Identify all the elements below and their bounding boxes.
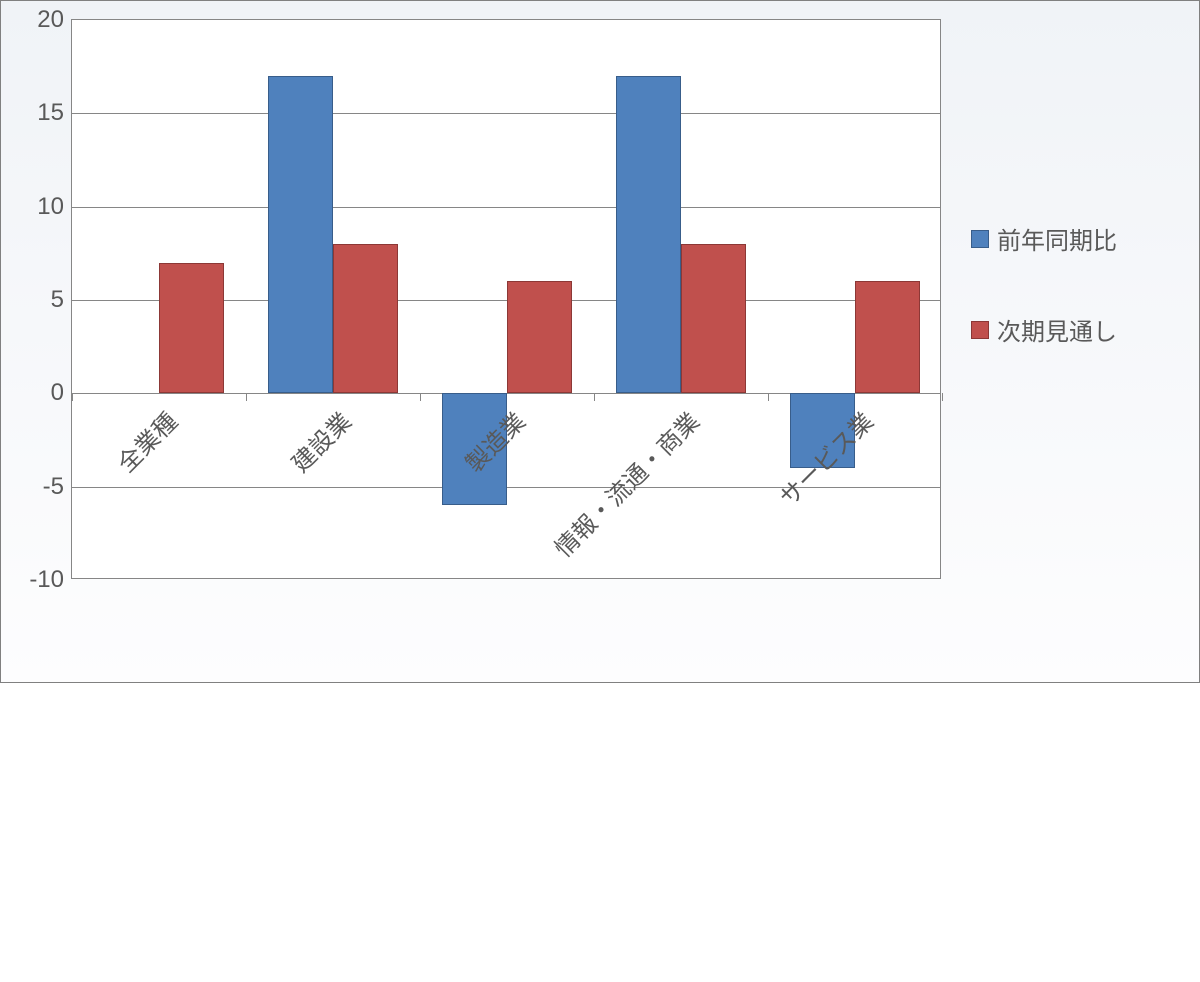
legend-label: 前年同期比 <box>997 221 1117 256</box>
y-tick-label: 20 <box>37 6 64 34</box>
x-tick <box>420 393 421 401</box>
bar <box>616 76 681 393</box>
y-tick-label: 15 <box>37 99 64 127</box>
x-tick <box>246 393 247 401</box>
y-tick-label: 5 <box>51 286 64 314</box>
chart-frame: -10-505101520全業種建設業製造業情報・流通・商業サービス業 前年同期… <box>0 0 1200 683</box>
bar <box>855 281 920 393</box>
y-tick-label: 10 <box>37 193 64 221</box>
bar <box>159 263 224 394</box>
bar <box>681 244 746 393</box>
legend-swatch <box>971 230 989 248</box>
x-tick <box>768 393 769 401</box>
gridline <box>72 113 940 114</box>
legend-item: 次期見通し <box>971 312 1117 347</box>
x-tick <box>72 393 73 401</box>
x-tick <box>942 393 943 401</box>
legend: 前年同期比次期見通し <box>971 221 1117 347</box>
y-tick-label: -5 <box>43 473 64 501</box>
bar <box>268 76 333 393</box>
y-tick-label: -10 <box>29 566 64 594</box>
x-category-label: 製造業 <box>199 403 531 735</box>
bar <box>333 244 398 393</box>
x-category-label: サービス業 <box>301 403 879 981</box>
plot-area: -10-505101520全業種建設業製造業情報・流通・商業サービス業 <box>71 19 941 579</box>
x-tick <box>594 393 595 401</box>
x-category-label: 全業種 <box>97 403 183 489</box>
gridline <box>72 207 940 208</box>
legend-swatch <box>971 321 989 339</box>
legend-item: 前年同期比 <box>971 221 1117 256</box>
y-tick-label: 0 <box>51 379 64 407</box>
x-category-label: 建設業 <box>148 403 357 612</box>
bar <box>507 281 572 393</box>
legend-label: 次期見通し <box>997 312 1117 347</box>
